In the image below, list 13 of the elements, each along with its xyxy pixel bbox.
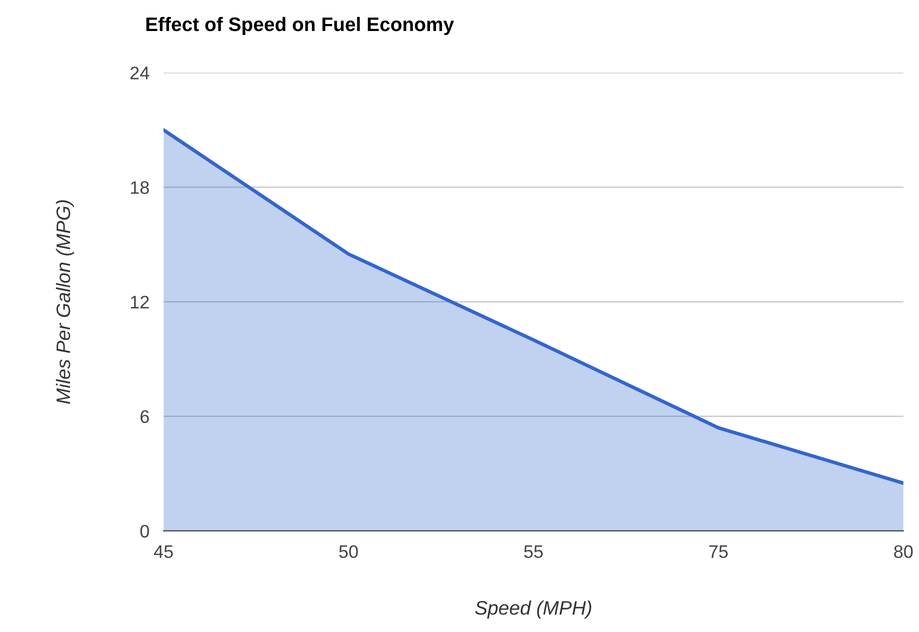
y-tick-label: 24 <box>130 66 150 80</box>
x-axis-title: Speed (MPH) <box>475 600 592 619</box>
y-tick-label: 18 <box>130 181 149 194</box>
x-tick-label: 55 <box>524 545 543 558</box>
y-tick-label: 0 <box>140 524 149 538</box>
y-tick-label: 12 <box>130 296 149 308</box>
chart-title: Effect of Speed on Fuel Economy <box>146 16 454 36</box>
y-axis-title: Miles Per Gallon (MPG) <box>56 200 74 404</box>
x-tick-label: 75 <box>709 545 728 558</box>
y-tick-label: 6 <box>140 410 149 424</box>
x-tick-label: 45 <box>154 545 173 558</box>
x-tick-label: 50 <box>339 545 358 558</box>
x-tick-label: 80 <box>894 545 913 558</box>
